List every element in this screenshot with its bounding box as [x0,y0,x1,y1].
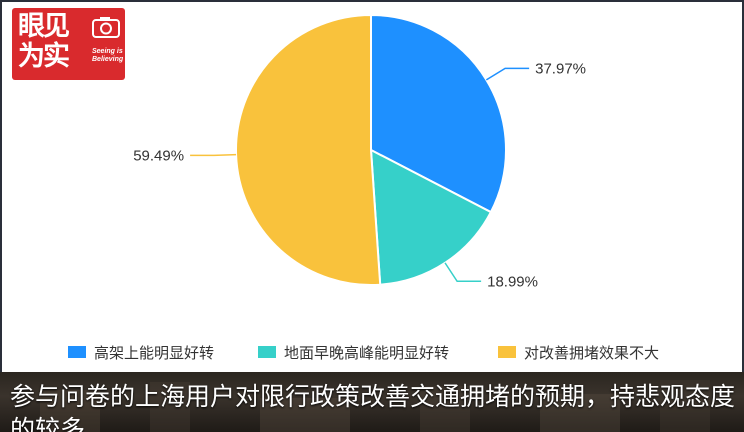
legend-swatch [68,346,86,358]
pie-data-label: 18.99% [487,273,538,290]
pie-leader-line [485,67,530,81]
pie-slice [370,13,507,214]
legend-swatch [258,346,276,358]
camera-icon [92,17,120,38]
legend-label: 地面早晚高峰能明显好转 [284,343,450,362]
pie-slice [369,148,493,286]
pie-leader-line [444,262,482,283]
brand-logo: 眼见为实 Seeing is Believing [12,8,125,80]
legend-label: 对改善拥堵效果不大 [524,343,660,362]
legend-swatch [498,346,516,358]
legend-label: 高架上能明显好转 [94,343,215,362]
legend-item: 地面早晚高峰能明显好转 [258,340,449,364]
pie-data-label: 37.97% [535,60,586,77]
legend-item: 对改善拥堵效果不大 [498,340,659,364]
caption-banner: 参与问卷的上海用户对限行政策改善交通拥堵的预期，持悲观态度的较多 [0,372,744,432]
chart-legend: 高架上能明显好转 地面早晚高峰能明显好转 对改善拥堵效果不大 [0,340,744,364]
pie-slice [235,13,382,286]
legend-item: 高架上能明显好转 [68,340,214,364]
pie-data-label: 59.49% [133,147,184,164]
logo-sub-text: Seeing is Believing [92,48,124,63]
pie-chart: 37.97% 18.99% 59.49% [133,13,586,290]
caption-background-decoration [40,380,710,432]
logo-main-text: 眼见为实 [18,11,70,72]
caption-text: 参与问卷的上海用户对限行政策改善交通拥堵的预期，持悲观态度的较多 [10,382,736,432]
pie-leader-line [190,153,237,157]
